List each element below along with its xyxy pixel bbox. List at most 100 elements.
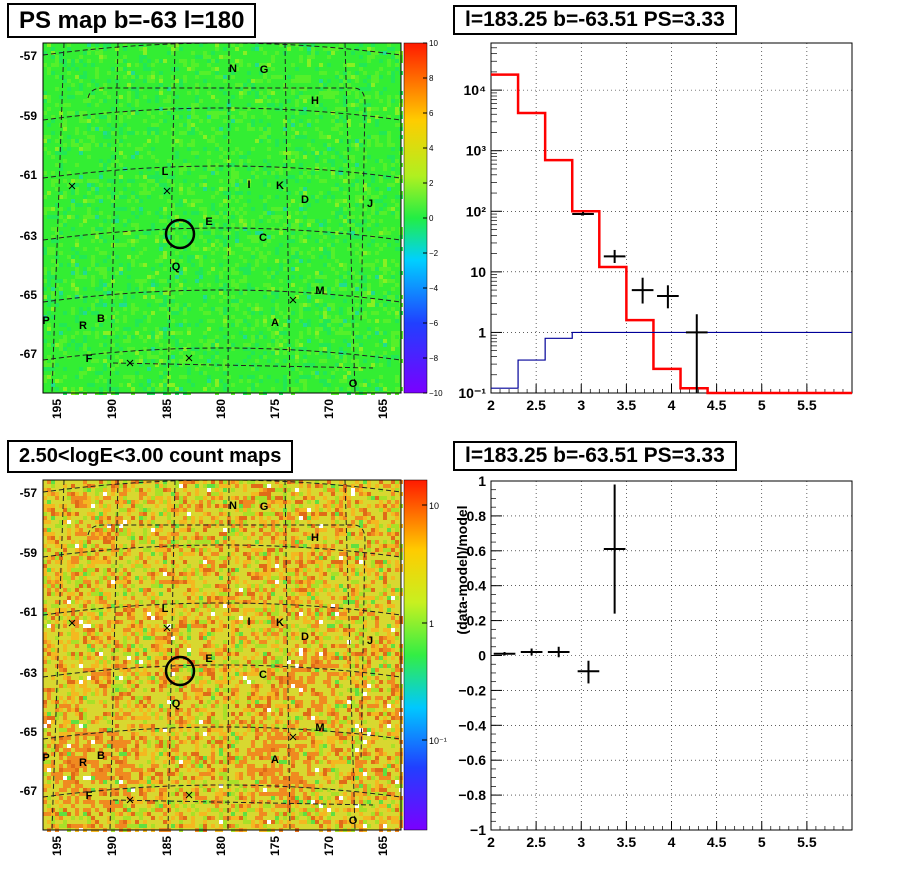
map-pixel [235, 644, 239, 648]
map-pixel [359, 235, 363, 239]
map-pixel [63, 191, 67, 195]
map-pixel [175, 480, 179, 484]
map-pixel [379, 604, 383, 608]
map-pixel [207, 632, 211, 636]
map-pixel [91, 303, 95, 307]
map-pixel [395, 107, 399, 111]
map-pixel [263, 556, 267, 560]
map-pixel [151, 63, 155, 67]
map-pixel [387, 544, 391, 548]
map-pixel [119, 532, 123, 536]
map-pixel [367, 492, 371, 496]
map-pixel [111, 147, 115, 151]
map-pixel [339, 211, 343, 215]
map-pixel [95, 556, 99, 560]
source-cross-marker [163, 187, 171, 195]
map-pixel [159, 231, 163, 235]
map-pixel [395, 283, 399, 287]
map-pixel [311, 560, 315, 564]
map-pixel [243, 219, 247, 223]
map-pixel [203, 167, 207, 171]
map-pixel [51, 480, 55, 484]
map-pixel [367, 480, 371, 484]
map-pixel [211, 608, 215, 612]
map-pixel [311, 219, 315, 223]
map-pixel [355, 387, 359, 391]
map-pixel [367, 520, 371, 524]
map-pixel [391, 299, 395, 303]
map-pixel [127, 580, 131, 584]
map-pixel [267, 552, 271, 556]
map-pixel [191, 131, 195, 135]
map-pixel [123, 604, 127, 608]
map-pixel [143, 500, 147, 504]
map-pixel [171, 359, 175, 363]
map-pixel [311, 624, 315, 628]
map-pixel [371, 580, 375, 584]
map-pixel [295, 151, 299, 155]
map-pixel [307, 327, 311, 331]
map-pixel [127, 103, 131, 107]
map-pixel [231, 628, 235, 632]
map-pixel [243, 552, 247, 556]
map-pixel [311, 496, 315, 500]
map-pixel [287, 480, 291, 484]
map-pixel [107, 580, 111, 584]
map-pixel [91, 215, 95, 219]
map-pixel [307, 592, 311, 596]
map-pixel [55, 75, 59, 79]
map-pixel [239, 83, 243, 87]
map-pixel [327, 307, 331, 311]
map-pixel [351, 167, 355, 171]
map-pixel [371, 379, 375, 383]
map-pixel [275, 175, 279, 179]
map-pixel [211, 620, 215, 624]
map-pixel [295, 604, 299, 608]
map-pixel [347, 271, 351, 275]
map-pixel [195, 488, 199, 492]
map-pixel [95, 103, 99, 107]
map-pixel [347, 532, 351, 536]
map-pixel [47, 620, 51, 624]
map-pixel [363, 315, 367, 319]
map-pixel [167, 291, 171, 295]
map-pixel [311, 548, 315, 552]
map-pixel [191, 600, 195, 604]
map-pixel [295, 636, 299, 640]
map-pixel [99, 536, 103, 540]
map-pixel [391, 355, 395, 359]
map-pixel [219, 588, 223, 592]
map-pixel [99, 640, 103, 644]
map-pixel [175, 492, 179, 496]
map-pixel [87, 119, 91, 123]
map-pixel [287, 167, 291, 171]
map-pixel [79, 151, 83, 155]
map-pixel [91, 183, 95, 187]
map-pixel [51, 580, 55, 584]
map-pixel [199, 496, 203, 500]
map-pixel [379, 480, 383, 484]
map-pixel [375, 520, 379, 524]
map-pixel [43, 568, 47, 572]
map-pixel [335, 628, 339, 632]
map-pixel [271, 59, 275, 63]
map-pixel [143, 512, 147, 516]
map-pixel [183, 544, 187, 548]
map-pixel [323, 556, 327, 560]
map-pixel [259, 99, 263, 103]
map-pixel [211, 251, 215, 255]
map-pixel [299, 95, 303, 99]
map-pixel [307, 612, 311, 616]
map-pixel [363, 195, 367, 199]
map-pixel [183, 620, 187, 624]
map-pixel [275, 644, 279, 648]
map-pixel [159, 75, 163, 79]
map-pixel [123, 544, 127, 548]
map-pixel [63, 648, 67, 652]
map-pixel [223, 588, 227, 592]
map-pixel [339, 552, 343, 556]
map-pixel [123, 488, 127, 492]
map-pixel [339, 227, 343, 231]
map-pixel [179, 536, 183, 540]
map-pixel [163, 508, 167, 512]
